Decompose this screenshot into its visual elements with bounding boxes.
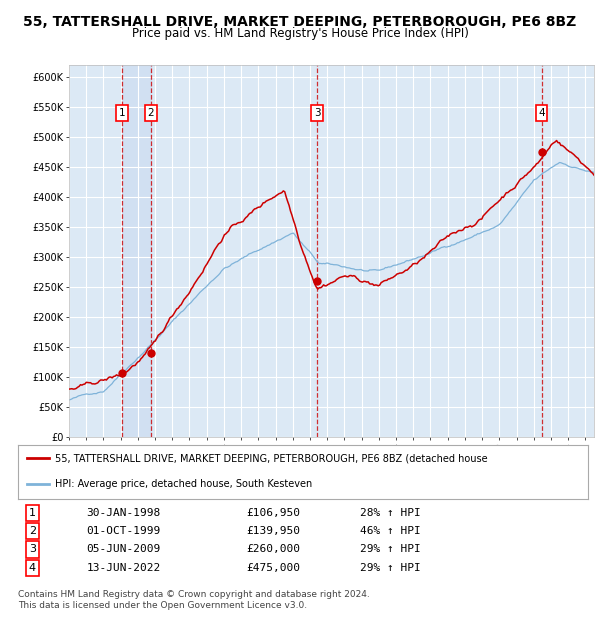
Text: 30-JAN-1998: 30-JAN-1998: [86, 508, 161, 518]
Text: 46% ↑ HPI: 46% ↑ HPI: [360, 526, 421, 536]
Text: 2: 2: [29, 526, 36, 536]
Text: 28% ↑ HPI: 28% ↑ HPI: [360, 508, 421, 518]
Text: 3: 3: [314, 108, 320, 118]
Text: 13-JUN-2022: 13-JUN-2022: [86, 563, 161, 573]
Text: £139,950: £139,950: [246, 526, 300, 536]
Text: HPI: Average price, detached house, South Kesteven: HPI: Average price, detached house, Sout…: [55, 479, 313, 489]
Text: £260,000: £260,000: [246, 544, 300, 554]
Text: 3: 3: [29, 544, 36, 554]
Text: 1: 1: [29, 508, 36, 518]
Text: £475,000: £475,000: [246, 563, 300, 573]
Text: 55, TATTERSHALL DRIVE, MARKET DEEPING, PETERBOROUGH, PE6 8BZ (detached house: 55, TATTERSHALL DRIVE, MARKET DEEPING, P…: [55, 453, 488, 463]
Text: 01-OCT-1999: 01-OCT-1999: [86, 526, 161, 536]
Text: Price paid vs. HM Land Registry's House Price Index (HPI): Price paid vs. HM Land Registry's House …: [131, 27, 469, 40]
Bar: [122, 65, 151, 437]
Text: Contains HM Land Registry data © Crown copyright and database right 2024.: Contains HM Land Registry data © Crown c…: [18, 590, 370, 600]
Text: 55, TATTERSHALL DRIVE, MARKET DEEPING, PETERBOROUGH, PE6 8BZ: 55, TATTERSHALL DRIVE, MARKET DEEPING, P…: [23, 16, 577, 30]
Text: This data is licensed under the Open Government Licence v3.0.: This data is licensed under the Open Gov…: [18, 601, 307, 611]
Text: 1: 1: [119, 108, 125, 118]
Text: £106,950: £106,950: [246, 508, 300, 518]
Text: 29% ↑ HPI: 29% ↑ HPI: [360, 563, 421, 573]
Text: 2: 2: [148, 108, 154, 118]
Text: 05-JUN-2009: 05-JUN-2009: [86, 544, 161, 554]
Text: 4: 4: [29, 563, 36, 573]
Text: 29% ↑ HPI: 29% ↑ HPI: [360, 544, 421, 554]
Text: 4: 4: [538, 108, 545, 118]
